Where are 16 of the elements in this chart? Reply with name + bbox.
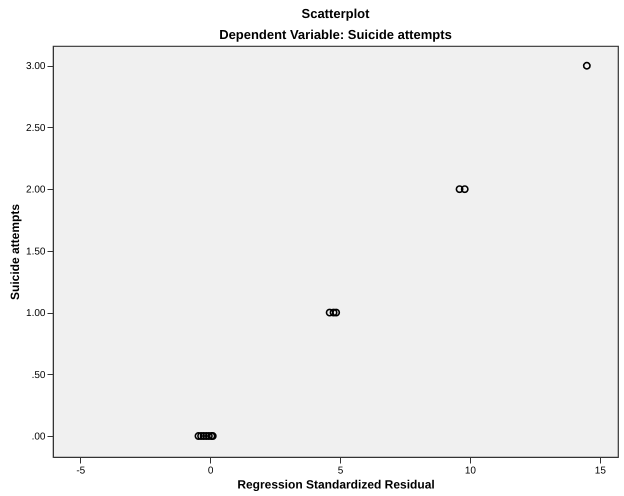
y-tick-label: .00 [32,432,46,443]
chart-subtitle: Dependent Variable: Suicide attempts [219,27,452,42]
x-tick-label: -5 [76,466,86,476]
y-tick-label: 2.00 [26,184,46,196]
y-axis-title: Suicide attempts [8,204,22,300]
x-tick-label: 0 [208,466,214,476]
x-axis-title: Regression Standardized Residual [237,478,435,492]
x-tick-label: 10 [464,466,476,476]
y-tick-label: 1.00 [26,308,46,320]
y-tick-label: 2.50 [26,122,46,134]
chart-title: Scatterplot [302,6,370,21]
y-tick-label: 1.50 [26,246,46,258]
y-tick-label: .50 [32,370,46,381]
x-tick-label: 5 [338,466,344,476]
y-tick-label: 3.00 [26,61,46,72]
x-tick-label: 15 [594,466,606,476]
